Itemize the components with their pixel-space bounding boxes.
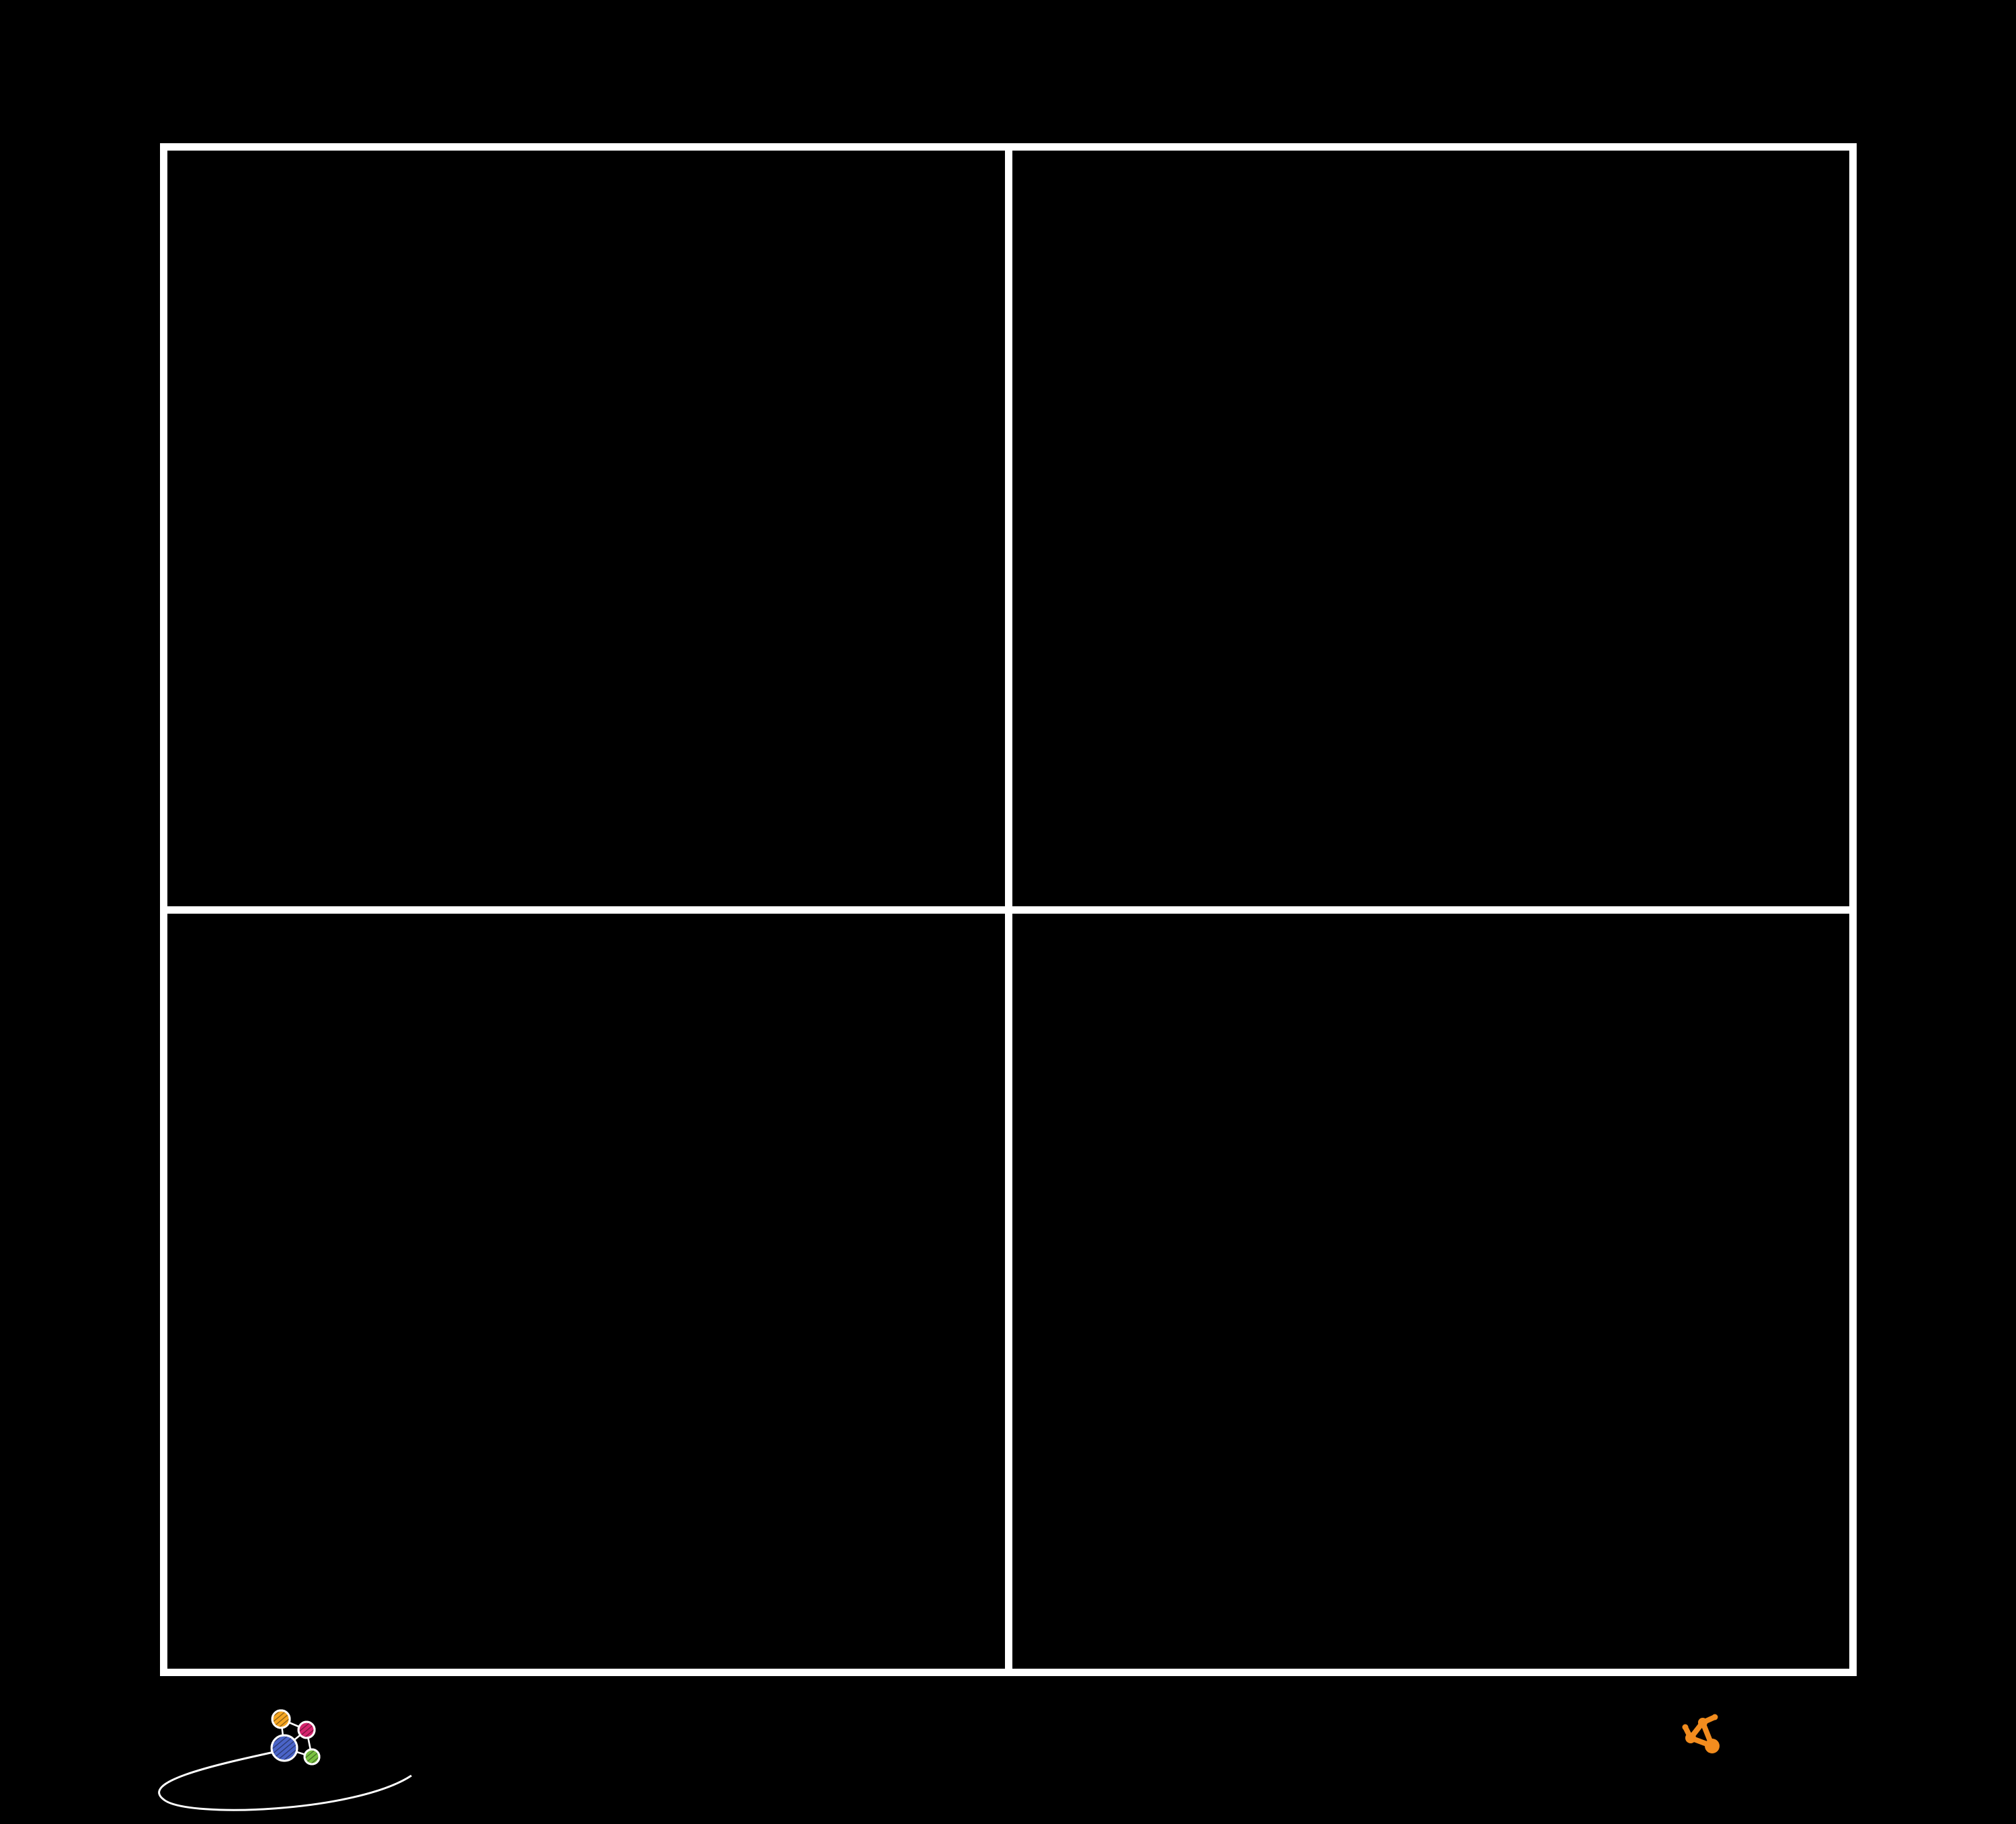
legend-item-relevant-ingredient <box>1180 863 1209 881</box>
legend-item-increased-risk <box>1054 863 1082 881</box>
panel-disease-risk <box>1012 151 1850 906</box>
legend-item-lipids <box>647 1627 676 1644</box>
legend-item-ingredient <box>448 863 477 881</box>
legend-item-carbohydrates <box>533 1627 561 1644</box>
legend-item-cancers <box>1138 1640 1166 1658</box>
legend-item-decreased-risk <box>1117 863 1145 881</box>
amino-acids-circle-icon <box>419 1627 436 1644</box>
legend-disease-risk <box>1012 863 1850 881</box>
lipids-circle-icon <box>647 1627 665 1644</box>
panels-frame <box>160 143 1857 1676</box>
network-canvas-nutrient-classes <box>167 913 1005 1669</box>
metabolic-diseases-diamond-icon <box>1227 1640 1245 1658</box>
legend-item-amino-acids <box>419 1627 447 1644</box>
relevant-ingredient-circle-icon <box>1180 863 1198 881</box>
disease-diamond-icon <box>574 863 592 881</box>
edgeleap-credit <box>158 1709 538 1824</box>
legend-item-metabolic-diseases <box>1227 1640 1256 1658</box>
decreased-risk-diamond-icon <box>1117 863 1135 881</box>
mental-disorders-diamond-icon <box>1138 1610 1156 1627</box>
legend-nutrient-classes <box>167 1627 1005 1644</box>
legend-disease-classes <box>1138 1610 1256 1658</box>
legend-item-immune-diseases <box>1227 1610 1256 1627</box>
ingredient-circle-icon <box>448 863 466 881</box>
legend-ingredient-disease <box>167 863 1005 881</box>
immune-diseases-diamond-icon <box>1227 1610 1245 1627</box>
network-canvas-ingredient-disease <box>167 151 1005 906</box>
increased-risk-diamond-icon <box>1054 863 1072 881</box>
cytoscape-logo-icon <box>1682 1714 1720 1753</box>
edgeleap-logo <box>158 1709 412 1811</box>
edgeleap-swoosh <box>158 1750 412 1811</box>
network-canvas-disease-classes <box>1012 913 1849 1669</box>
legend-item-disease <box>574 863 602 881</box>
panel-nutrient-classes <box>167 913 1005 1669</box>
carbohydrates-circle-icon <box>533 1627 551 1644</box>
legend-item-mental-disorders <box>1138 1610 1166 1627</box>
panel-disease-classes <box>1012 913 1849 1669</box>
network-canvas-disease-risk <box>1012 151 1849 906</box>
cytoscape-credit <box>1682 1711 1725 1754</box>
cancers-diamond-icon <box>1138 1640 1156 1658</box>
edgeleap-logo-nodes <box>270 1709 321 1766</box>
panel-ingredient-disease <box>167 151 1005 906</box>
